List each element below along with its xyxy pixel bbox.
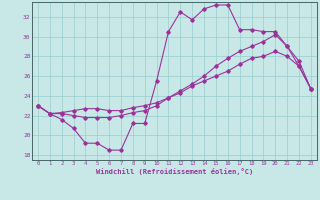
X-axis label: Windchill (Refroidissement éolien,°C): Windchill (Refroidissement éolien,°C): [96, 168, 253, 175]
